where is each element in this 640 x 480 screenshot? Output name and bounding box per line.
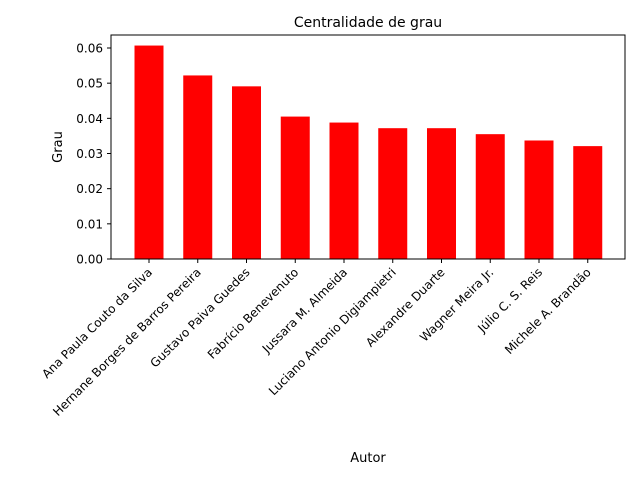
plot-frame — [110, 34, 626, 260]
y-axis: 0.00 0.01 0.02 0.03 0.04 0.05 0.06 — [76, 42, 111, 267]
bar — [134, 45, 164, 259]
y-tick-label: 0.02 — [76, 182, 103, 196]
bar — [573, 146, 603, 259]
y-tick-label: 0.06 — [76, 42, 103, 56]
bar — [427, 128, 456, 259]
y-tick-label: 0.05 — [76, 77, 103, 91]
bar — [183, 75, 213, 259]
bar — [280, 116, 310, 259]
y-axis-label: Grau — [51, 131, 66, 163]
y-tick-label: 0.03 — [76, 147, 103, 161]
x-axis-label: Autor — [350, 451, 386, 466]
bar — [329, 122, 359, 259]
bar — [475, 134, 505, 259]
y-tick-label: 0.01 — [76, 217, 103, 231]
bars-group — [134, 45, 603, 259]
y-tick-label: 0.00 — [76, 253, 103, 267]
bar — [378, 128, 408, 259]
chart-title: Centralidade de grau — [294, 15, 442, 31]
y-tick-label: 0.04 — [76, 112, 103, 126]
bar — [524, 140, 554, 259]
bar — [232, 86, 261, 259]
